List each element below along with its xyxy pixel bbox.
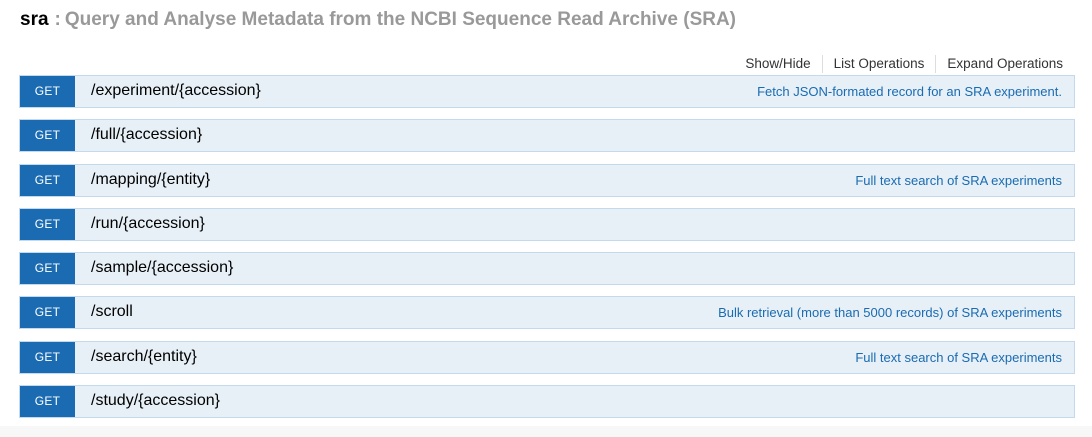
endpoint-path[interactable]: /sample/{accession} (91, 259, 234, 277)
endpoint-path[interactable]: /run/{accession} (91, 214, 205, 232)
endpoint-path[interactable]: /study/{accession} (91, 392, 220, 410)
endpoint-summary[interactable]: Full text search of SRA experiments (855, 172, 1062, 188)
list-operations-link[interactable]: List Operations (821, 55, 936, 73)
get-method-badge[interactable]: GET (20, 208, 75, 240)
endpoint-row-search[interactable]: GET /search/{entity} Full text search of… (19, 340, 1075, 374)
endpoint-path[interactable]: /full/{accession} (91, 126, 203, 144)
expand-operations-link[interactable]: Expand Operations (935, 55, 1063, 73)
get-method-badge[interactable]: GET (20, 386, 75, 418)
resource-description: Query and Analyse Metadata from the NCBI… (64, 9, 737, 30)
resource-name-link[interactable]: sra (20, 9, 49, 30)
endpoint-summary[interactable]: Bulk retrieval (more than 5000 records) … (718, 305, 1062, 321)
get-method-badge[interactable]: GET (20, 341, 75, 373)
endpoint-path[interactable]: /scroll (91, 303, 133, 321)
endpoint-row-full[interactable]: GET /full/{accession} (19, 119, 1075, 153)
endpoint-path[interactable]: /experiment/{accession} (91, 82, 261, 99)
get-method-badge[interactable]: GET (20, 164, 75, 196)
operations-links: Show/Hide List Operations Expand Operati… (734, 55, 1063, 73)
resource-separator: : (54, 9, 61, 30)
endpoint-row-experiment[interactable]: GET /experiment/{accession} Fetch JSON-f… (19, 75, 1075, 108)
endpoint-summary[interactable]: Full text search of SRA experiments (855, 349, 1062, 365)
endpoint-row-scroll[interactable]: GET /scroll Bulk retrieval (more than 50… (19, 296, 1075, 330)
endpoint-summary[interactable]: Fetch JSON-formated record for an SRA ex… (757, 84, 1062, 99)
endpoint-list: GET /experiment/{accession} Fetch JSON-f… (19, 75, 1075, 429)
endpoint-path[interactable]: /search/{entity} (91, 347, 197, 365)
show-hide-link[interactable]: Show/Hide (745, 56, 811, 71)
endpoint-row-mapping[interactable]: GET /mapping/{entity} Full text search o… (19, 163, 1075, 197)
endpoint-row-sample[interactable]: GET /sample/{accession} (19, 252, 1075, 286)
get-method-badge[interactable]: GET (20, 253, 75, 285)
endpoint-row-study[interactable]: GET /study/{accession} (19, 385, 1075, 419)
get-method-badge[interactable]: GET (20, 120, 75, 152)
get-method-badge[interactable]: GET (20, 76, 75, 107)
bottom-band (0, 426, 1092, 437)
get-method-badge[interactable]: GET (20, 297, 75, 329)
endpoint-path[interactable]: /mapping/{entity} (91, 170, 211, 188)
resource-heading: sra: Query and Analyse Metadata from the … (20, 7, 736, 33)
endpoint-row-run[interactable]: GET /run/{accession} (19, 207, 1075, 241)
